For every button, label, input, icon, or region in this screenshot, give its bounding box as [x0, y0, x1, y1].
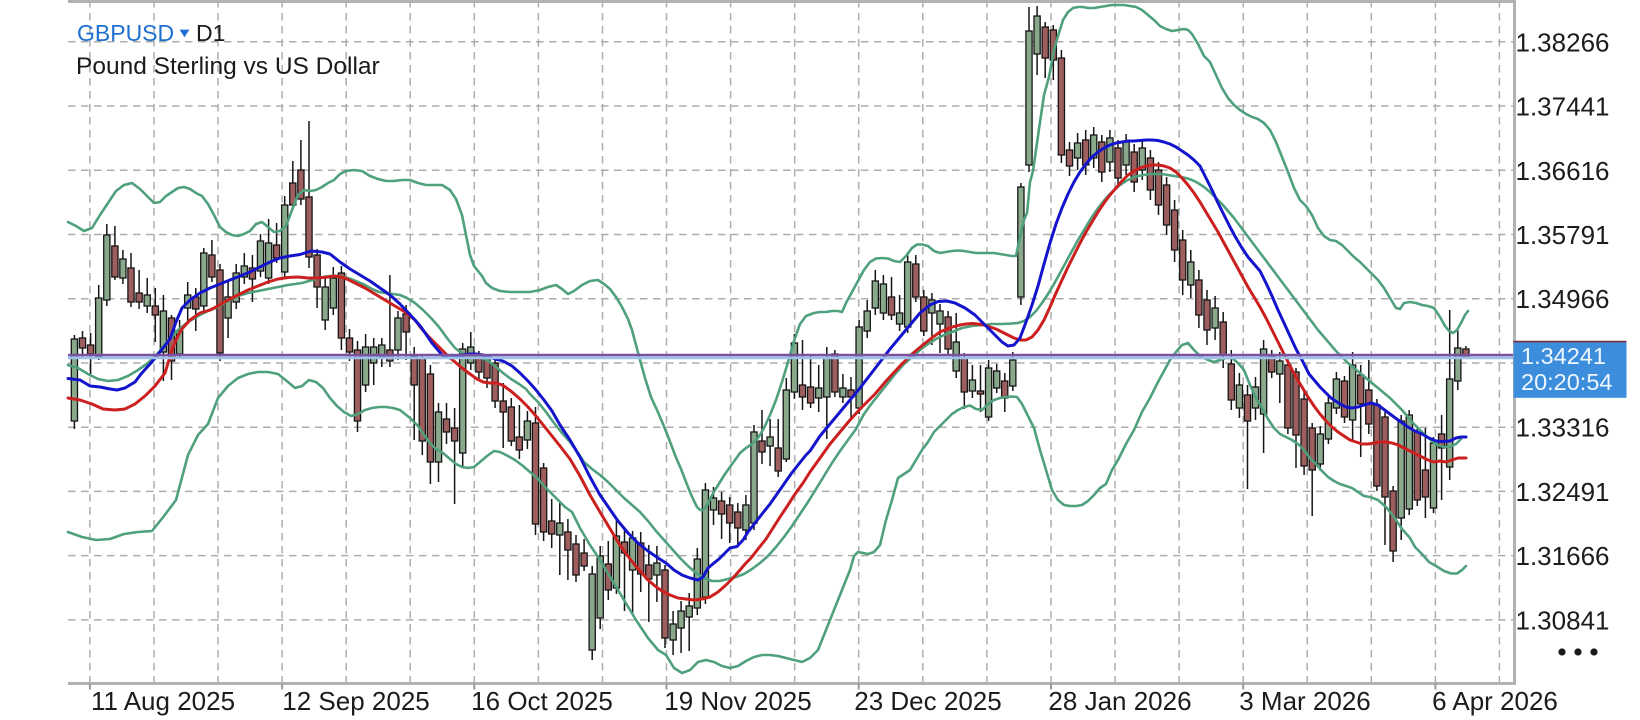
svg-text:1.30841: 1.30841	[1516, 605, 1610, 635]
svg-text:1.33316: 1.33316	[1516, 413, 1610, 443]
svg-text:1.37441: 1.37441	[1516, 92, 1610, 122]
svg-text:Pound Sterling vs US Dollar: Pound Sterling vs US Dollar	[76, 53, 380, 80]
svg-text:11 Aug 2025: 11 Aug 2025	[91, 686, 235, 716]
svg-text:1.34966: 1.34966	[1516, 284, 1610, 314]
svg-text:19 Nov 2025: 19 Nov 2025	[664, 686, 811, 716]
svg-text:3 Mar 2026: 3 Mar 2026	[1239, 686, 1371, 716]
svg-text:1.34241: 1.34241	[1521, 343, 1606, 369]
svg-text:23 Dec 2025: 23 Dec 2025	[854, 686, 1001, 716]
svg-text:1.38266: 1.38266	[1516, 27, 1610, 57]
svg-text:16 Oct 2025: 16 Oct 2025	[471, 686, 613, 716]
svg-text:D1: D1	[196, 20, 225, 46]
svg-text:28 Jan 2026: 28 Jan 2026	[1048, 686, 1191, 716]
svg-text:12 Sep 2025: 12 Sep 2025	[282, 686, 429, 716]
svg-text:1.31666: 1.31666	[1516, 541, 1610, 571]
svg-text:1.35791: 1.35791	[1516, 220, 1610, 250]
svg-text:1.32491: 1.32491	[1516, 477, 1610, 507]
svg-text:20:20:54: 20:20:54	[1521, 369, 1612, 395]
svg-text:1.36616: 1.36616	[1516, 156, 1610, 186]
svg-text:6 Apr 2026: 6 Apr 2026	[1432, 686, 1558, 716]
svg-text:GBPUSD: GBPUSD	[77, 20, 174, 46]
